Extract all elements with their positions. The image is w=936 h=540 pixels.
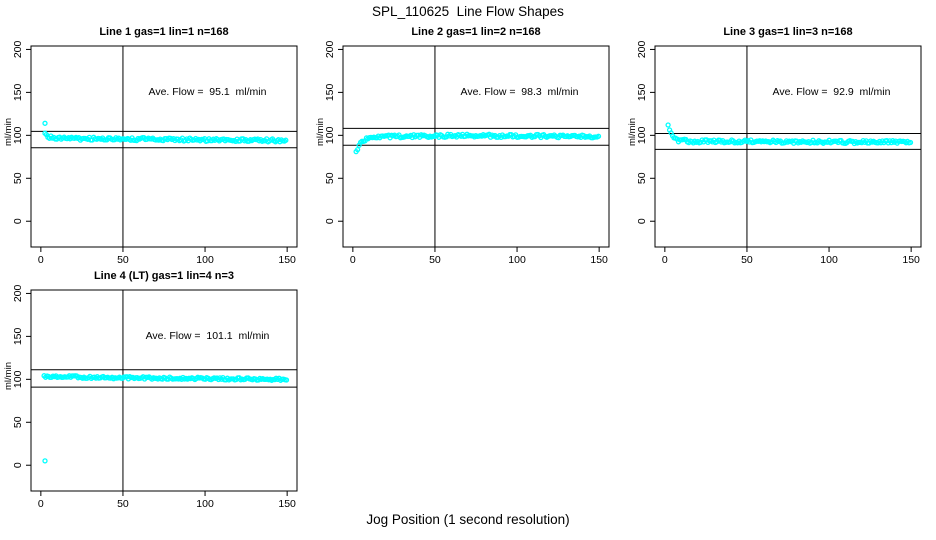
data-point [354,146,361,153]
y-tick-label: 100 [12,126,24,144]
x-tick-label: 0 [38,254,44,266]
x-tick-label: 150 [590,254,608,266]
x-tick-label: 50 [429,254,441,266]
y-tick-label: 200 [636,40,648,58]
y-tick-label: 200 [12,284,24,302]
plot-box [30,45,298,248]
ave-flow-annotation: Ave. Flow = 101.1 ml/min [145,330,270,342]
panel-title: Line 3 gas=1 lin=3 n=168 [723,26,853,38]
y-tick-label: 150 [12,327,24,345]
outlier-point [42,458,48,464]
y-tick-label: 50 [636,172,648,184]
x-tick-label: 0 [662,254,668,266]
plot-box [654,45,922,248]
figure-title: SPL_110625 Line Flow Shapes [372,4,564,19]
y-axis-label: ml/min [3,362,14,390]
plot-box [30,289,298,492]
y-tick-label: 50 [324,172,336,184]
scatter-plot-line-3: 0 50 100 150 0 50 100 150 200 [636,40,922,266]
x-tick-label: 150 [902,254,920,266]
y-tick-label: 150 [324,83,336,101]
y-tick-label: 150 [636,83,648,101]
y-tick-label: 50 [12,416,24,428]
data-points [665,122,914,147]
x-tick-label: 50 [117,498,129,510]
y-tick-label: 0 [324,218,336,224]
y-axis-label: ml/min [3,118,14,146]
panel-line-2: Line 2 gas=1 lin=2 n=168 0 50 100 150 0 50 100… [312,20,624,266]
x-tick-label: 50 [741,254,753,266]
x-tick-label: 0 [350,254,356,266]
y-tick-label: 100 [324,126,336,144]
panel-line-4: Line 4 (LT) gas=1 lin=4 n=3 0 50 100 150 0 50… [0,264,312,510]
data-point [907,139,914,146]
data-point [665,122,671,128]
y-tick-label: 0 [12,218,24,224]
x-tick-label: 100 [196,498,214,510]
x-tick-label: 0 [38,498,44,510]
panel-title: Line 4 (LT) gas=1 lin=4 n=3 [93,270,235,282]
ave-flow-annotation: Ave. Flow = 92.9 ml/min [772,86,891,98]
panel-title: Line 1 gas=1 lin=1 n=168 [99,26,229,38]
data-points [353,131,602,155]
x-tick-label: 50 [117,254,129,266]
y-tick-label: 200 [12,40,24,58]
data-point [283,377,290,383]
y-tick-label: 200 [324,40,336,58]
data-point [283,137,289,143]
y-tick-label: 0 [636,218,648,224]
ave-flow-annotation: Ave. Flow = 95.1 ml/min [148,86,267,98]
x-tick-label: 100 [508,254,526,266]
y-axis-label: ml/min [315,118,326,146]
plot-box [342,45,610,248]
data-points [42,120,289,145]
data-points [41,373,290,464]
scatter-plot-line-4: 0 50 100 150 0 50 100 150 200 [12,284,298,510]
panel-line-3: Line 3 gas=1 lin=3 n=168 0 50 100 150 0 50 100… [624,20,936,266]
x-axis-label-bottom: Jog Position (1 second resolution) [366,512,570,527]
y-tick-label: 100 [12,370,24,388]
data-point [595,133,602,139]
panel-line-1: Line 1 gas=1 lin=1 n=168 0 50 100 150 0 50 100… [0,20,312,266]
x-tick-label: 150 [278,254,296,266]
x-tick-label: 100 [820,254,838,266]
y-tick-label: 0 [12,462,24,468]
y-tick-label: 100 [636,126,648,144]
ave-flow-annotation: Ave. Flow = 98.3 ml/min [460,86,579,98]
y-axis-label: ml/min [627,118,638,146]
scatter-plot-line-2: 0 50 100 150 0 50 100 150 200 [324,40,610,266]
outlier-point [42,120,48,126]
x-tick-label: 150 [278,498,296,510]
scatter-plot-line-1: 0 50 100 150 0 50 100 150 200 [12,40,298,266]
panel-title: Line 2 gas=1 lin=2 n=168 [411,26,541,38]
y-tick-label: 150 [12,83,24,101]
x-tick-label: 100 [196,254,214,266]
y-tick-label: 50 [12,172,24,184]
